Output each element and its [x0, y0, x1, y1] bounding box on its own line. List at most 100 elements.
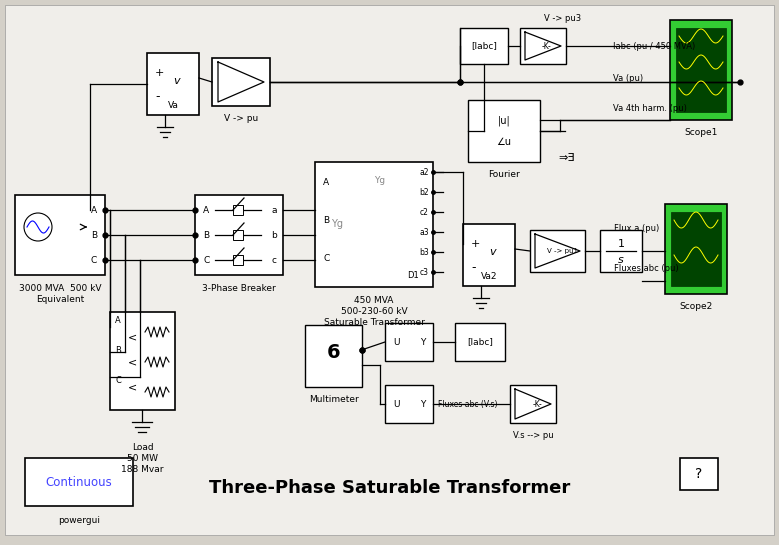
Bar: [468, 100, 540, 162]
Text: -K-: -K-: [533, 399, 542, 409]
Text: -: -: [471, 262, 475, 275]
Text: Multimeter: Multimeter: [308, 395, 358, 404]
Text: s: s: [618, 255, 624, 265]
Text: Continuous: Continuous: [46, 475, 112, 488]
Bar: [233, 205, 243, 215]
Text: +: +: [471, 239, 481, 249]
Bar: [233, 255, 243, 265]
Text: -: -: [155, 90, 160, 104]
Text: Va (pu): Va (pu): [613, 74, 643, 82]
Bar: [15, 195, 105, 275]
Text: ∠u: ∠u: [496, 137, 512, 147]
Text: 450 MVA: 450 MVA: [354, 296, 393, 305]
Text: a: a: [272, 205, 277, 215]
Text: Three-Phase Saturable Transformer: Three-Phase Saturable Transformer: [210, 479, 571, 497]
Text: b3: b3: [419, 247, 429, 257]
Text: c: c: [272, 256, 277, 264]
Text: Fluxes abc (V.s): Fluxes abc (V.s): [438, 399, 498, 409]
Text: U: U: [393, 399, 400, 409]
Polygon shape: [218, 62, 264, 102]
Text: V.s --> pu: V.s --> pu: [513, 431, 553, 440]
Text: Iabc (pu / 450 MVA): Iabc (pu / 450 MVA): [613, 41, 695, 51]
Bar: [212, 58, 270, 106]
Text: V -> pu1: V -> pu1: [548, 248, 579, 254]
Polygon shape: [525, 32, 561, 60]
Polygon shape: [535, 234, 580, 268]
Text: +: +: [155, 68, 164, 78]
Text: A: A: [203, 205, 209, 215]
Text: Saturable Transformer: Saturable Transformer: [323, 318, 425, 327]
Text: 500-230-60 kV: 500-230-60 kV: [340, 307, 407, 316]
Bar: [510, 385, 556, 423]
Bar: [315, 162, 433, 287]
Text: D1: D1: [407, 270, 419, 280]
Text: |u|: |u|: [498, 115, 510, 126]
Text: b: b: [271, 231, 277, 239]
Text: <: <: [128, 332, 136, 342]
Text: B: B: [203, 231, 209, 239]
Bar: [676, 28, 726, 112]
Bar: [233, 230, 243, 240]
Bar: [671, 212, 721, 286]
Text: <: <: [128, 357, 136, 367]
Text: powergui: powergui: [58, 516, 100, 525]
Text: c2: c2: [420, 208, 429, 216]
Text: 1: 1: [618, 239, 625, 249]
Bar: [385, 385, 433, 423]
Text: A: A: [91, 205, 97, 215]
Bar: [455, 323, 505, 361]
Text: Va: Va: [167, 100, 178, 110]
Bar: [600, 230, 642, 272]
Text: Fourier: Fourier: [488, 170, 520, 179]
Text: C: C: [203, 256, 210, 264]
Text: Fluxes abc (pu): Fluxes abc (pu): [614, 263, 679, 272]
Text: Yg: Yg: [331, 219, 343, 229]
Text: C: C: [115, 376, 121, 385]
Bar: [665, 204, 727, 294]
Text: Scope1: Scope1: [684, 128, 717, 137]
Bar: [385, 323, 433, 361]
Text: Y: Y: [420, 399, 425, 409]
Text: v: v: [174, 76, 180, 86]
Text: V -> pu: V -> pu: [224, 114, 258, 123]
Bar: [25, 458, 133, 506]
Text: V -> pu3: V -> pu3: [544, 14, 581, 22]
Text: B: B: [115, 346, 121, 354]
Text: -K-: -K-: [542, 41, 552, 51]
Text: a2: a2: [420, 167, 429, 177]
Text: [Iabc]: [Iabc]: [467, 337, 493, 347]
Text: Load: Load: [132, 443, 153, 452]
Text: 50 MW: 50 MW: [127, 454, 158, 463]
Text: b2: b2: [419, 187, 429, 197]
Text: Y: Y: [420, 337, 425, 347]
Text: 188 Mvar: 188 Mvar: [122, 465, 164, 474]
Bar: [680, 458, 718, 490]
Text: ?: ?: [696, 467, 703, 481]
Text: A: A: [323, 178, 329, 186]
Text: v: v: [490, 247, 496, 257]
Text: Va2: Va2: [481, 271, 497, 281]
Bar: [460, 28, 508, 64]
Text: c3: c3: [420, 268, 429, 276]
Text: [Iabc]: [Iabc]: [471, 41, 497, 51]
Text: A: A: [115, 316, 121, 324]
Text: B: B: [323, 215, 329, 225]
Text: <: <: [128, 382, 136, 392]
Text: a3: a3: [419, 227, 429, 237]
Text: U: U: [393, 337, 400, 347]
Bar: [520, 28, 566, 64]
Text: C: C: [323, 253, 330, 263]
Text: C: C: [90, 256, 97, 264]
Text: B: B: [91, 231, 97, 239]
Text: Equivalent: Equivalent: [36, 295, 84, 304]
Text: Va 4th harm. (pu): Va 4th harm. (pu): [613, 104, 687, 112]
Bar: [110, 312, 175, 410]
Polygon shape: [515, 389, 551, 419]
Text: Yg: Yg: [375, 175, 386, 185]
Bar: [463, 224, 515, 286]
Text: Scope2: Scope2: [679, 302, 713, 311]
Text: Flux a (pu): Flux a (pu): [614, 223, 659, 233]
Text: 6: 6: [326, 342, 340, 361]
Bar: [147, 53, 199, 115]
Text: ⇒∃: ⇒∃: [558, 153, 574, 163]
